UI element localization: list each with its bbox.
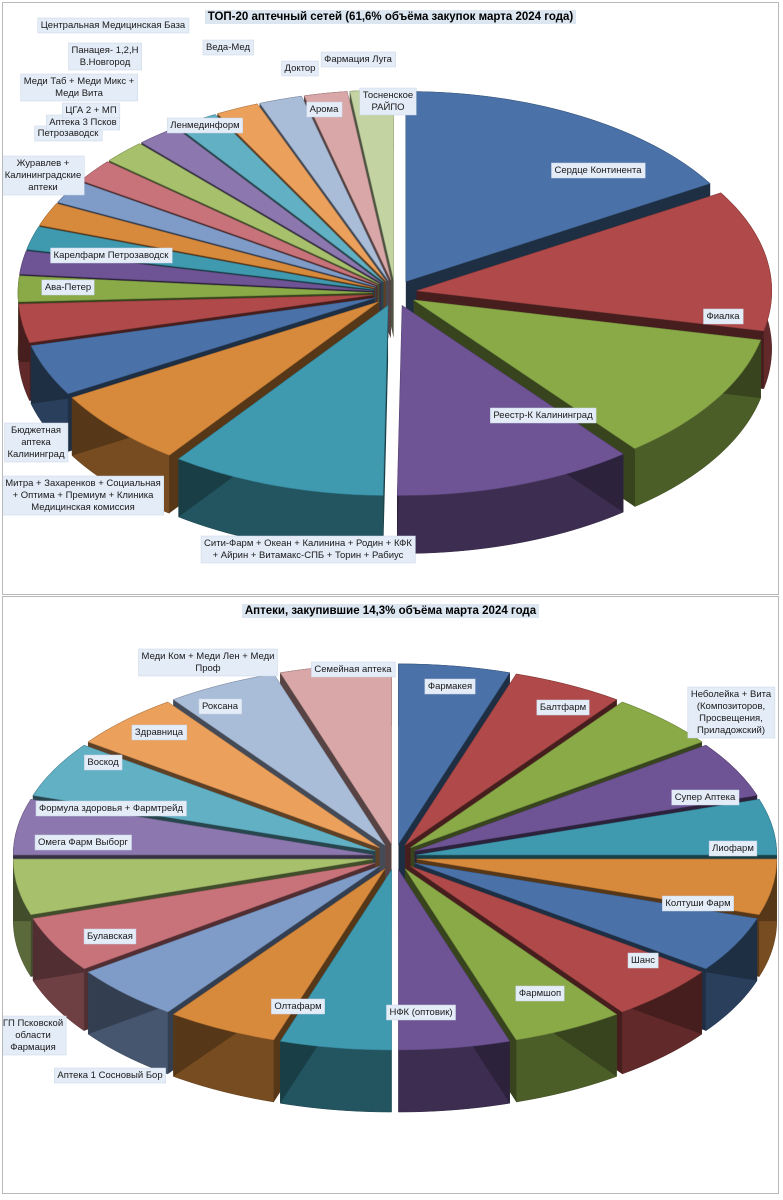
bottom-pie-chart: Фармакея Балтфарм Неболейка + Вита (Компози… xyxy=(3,648,778,1113)
pie-slices xyxy=(17,89,773,554)
slice-label: Центральная Медицинская База xyxy=(41,20,186,31)
slice-label: Супер Аптека xyxy=(675,792,736,803)
slice-label: Фармшоп xyxy=(519,988,561,999)
slice-label: Воскод xyxy=(87,757,119,768)
slice-label: НФК (оптовик) xyxy=(389,1007,452,1018)
slice-label: Веда-Мед xyxy=(206,42,250,53)
top-chart-panel: ТОП-20 аптечный сетей (61,6% объёма заку… xyxy=(2,2,779,595)
bottom-chart-panel: Аптеки, закупившие 14,3% объёма марта 20… xyxy=(2,596,779,1194)
slice-label: Формула здоровья + Фармтрейд xyxy=(39,803,183,814)
slice-label: Роксана xyxy=(202,701,239,712)
slice-label: Шанс xyxy=(631,955,655,966)
slice-label: Семейная аптека xyxy=(314,664,392,675)
slice-label: Сердце Континента xyxy=(554,165,642,176)
slice-label: Аптека 1 Сосновый Бор xyxy=(57,1070,162,1081)
slice-label: Олтафарм xyxy=(274,1001,321,1012)
slice-label: Омега Фарм Выборг xyxy=(38,837,129,848)
slice-label: Ава-Петер xyxy=(45,282,91,293)
slice-label: Фармакея xyxy=(428,681,472,692)
slice-label: Митра + Захаренков + Социальная + Оптима … xyxy=(5,478,161,513)
pie-slices xyxy=(12,663,778,1113)
slice-label: Лиофарм xyxy=(712,843,754,854)
slice-label: Колтуши Фарм xyxy=(665,898,730,909)
slice-label: Булавская xyxy=(87,931,133,942)
slice-label: Меди Ком + Меди Лен + Меди Проф xyxy=(142,651,275,674)
slice-label: Бюджетная аптека Калининград xyxy=(7,425,64,460)
slice-label: Сити-Фарм + Океан + Калинина + Родин + К… xyxy=(204,538,412,561)
slice-label: Тосненское РАЙПО xyxy=(363,90,413,113)
slice-label: Меди Таб + Меди Микс + Меди Вита xyxy=(24,76,135,99)
slice-label: Ленмединформ xyxy=(170,120,239,131)
slice-label: Реестр-К Калининград xyxy=(493,410,593,421)
slice-label: Карелфарм Петрозаводск xyxy=(54,250,170,261)
slice-label: Здравница xyxy=(135,727,184,738)
slice-label: Аптека 3 Псков xyxy=(49,117,116,128)
bottom-chart-title: Аптеки, закупившие 14,3% объёма марта 20… xyxy=(3,604,778,618)
slice-label: Петрозаводск xyxy=(38,128,100,139)
slice-label: Фиалка xyxy=(706,311,740,322)
slice-label: Неболейка + Вита (Композиторов, Просвещени… xyxy=(691,689,772,736)
slice-label: Фармация Луга xyxy=(324,54,392,65)
pie-labels: Фармакея Балтфарм Неболейка + Вита (Компози… xyxy=(3,648,776,1084)
slice-label: Арома xyxy=(310,104,339,115)
top-chart-title: ТОП-20 аптечный сетей (61,6% объёма заку… xyxy=(3,10,778,24)
slice-label: Доктор xyxy=(285,63,316,74)
slice-label: Журавлев + Калининградские аптеки xyxy=(5,158,82,193)
slice-label: Панацея- 1,2,Н В.Новгород xyxy=(72,45,139,68)
slice-label: ГП Псковской области Фармация xyxy=(3,1018,63,1053)
slice-label: Балтфарм xyxy=(540,702,586,713)
top-pie-chart: Сердце Континента Фиалка Реестр-К Калининг… xyxy=(3,17,773,564)
pie-labels: Сердце Континента Фиалка Реестр-К Калининг… xyxy=(3,17,744,564)
pie-slice xyxy=(177,304,389,554)
slice-label: ЦГА 2 + МП xyxy=(65,105,117,116)
